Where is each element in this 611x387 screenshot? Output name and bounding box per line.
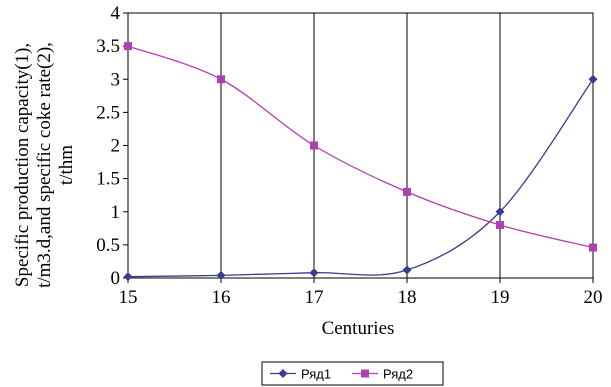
plot-area: 0 0.5 1 1.5 2 2.5 3 3.5 4 15 16 17 18 19 20: [96, 3, 602, 308]
y-tick-label: 2: [111, 136, 121, 157]
series-2-point: [496, 221, 504, 229]
y-axis-title-line-1: Specific production capacity(1),: [12, 43, 33, 287]
series-2-point: [403, 187, 411, 196]
y-tick-label: 3: [111, 69, 121, 90]
series-2-point: [310, 141, 318, 150]
series-1-line: [127, 78, 594, 278]
x-tick-label: 17: [305, 287, 324, 308]
y-axis-title-line-2: t/m3.d,and specific coke rate(2),: [34, 42, 55, 288]
x-tick-label: 19: [491, 287, 510, 308]
series-1-point: [123, 272, 133, 282]
y-tick-label: 1.5: [96, 169, 120, 190]
legend-marker: [361, 369, 369, 378]
series-2-point: [217, 75, 225, 84]
y-tick-label: 0: [111, 268, 121, 289]
legend-label: Ряд1: [301, 367, 331, 382]
grid-lines: [220, 13, 501, 278]
series-2: [124, 42, 597, 252]
series-1-point: [402, 265, 412, 275]
plot-frame: [127, 12, 594, 279]
series-1-point: [588, 74, 598, 84]
y-axis-title-line-3: t/thm: [56, 145, 77, 185]
series-1: [123, 74, 598, 282]
series-2-point: [124, 42, 132, 51]
x-tick-label: 20: [584, 287, 603, 308]
legend-marker: [278, 369, 288, 378]
x-tick-label: 18: [398, 287, 417, 308]
y-axis-ticks: 0 0.5 1 1.5 2 2.5 3 3.5 4: [96, 3, 128, 289]
x-tick-label: 15: [119, 287, 138, 308]
x-axis-title: Centuries: [322, 318, 395, 339]
x-tick-label: 16: [212, 287, 231, 308]
series-1-point: [216, 270, 226, 280]
legend-item-series-2: Ряд2: [352, 367, 413, 382]
x-axis-ticks: 15 16 17 18 19 20: [119, 278, 603, 308]
y-axis-title: Specific production capacity(1), t/m3.d,…: [12, 42, 77, 288]
legend: Ряд1 Ряд2: [261, 361, 444, 386]
series-1-point: [309, 268, 319, 278]
y-tick-label: 2.5: [96, 102, 120, 123]
series-2-line: [127, 45, 594, 249]
series-2-point: [589, 243, 597, 252]
y-tick-label: 3.5: [96, 36, 120, 57]
series-layer: [123, 42, 598, 282]
legend-item-series-1: Ряд1: [270, 367, 331, 382]
y-tick-label: 0.5: [96, 235, 120, 256]
y-tick-label: 1: [111, 202, 121, 223]
y-tick-label: 4: [111, 3, 121, 24]
series-1-point: [495, 207, 505, 217]
legend-label: Ряд2: [383, 367, 413, 382]
